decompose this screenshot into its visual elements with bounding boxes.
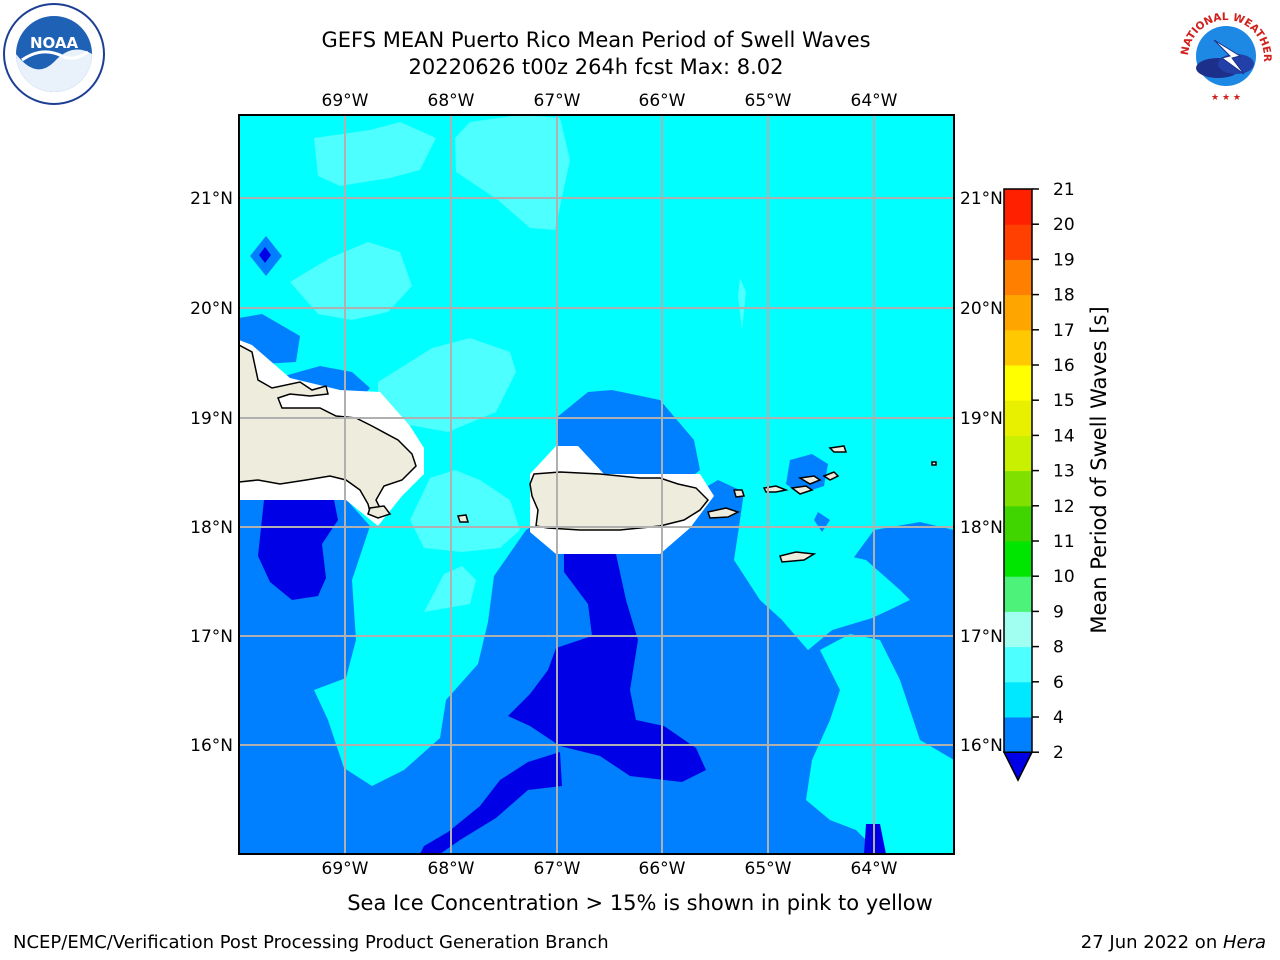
st-thomas-island [762, 485, 789, 493]
lon-label: 68°W [428, 859, 475, 879]
lat-label: 17°N [190, 627, 233, 647]
colorbar-segment [1004, 576, 1032, 612]
lon-label: 64°W [851, 859, 898, 879]
colorbar-tick-label: 20 [1053, 215, 1075, 235]
colorbar-segment [1004, 717, 1032, 753]
lat-label: 19°N [960, 409, 1003, 429]
colorbar-segment [1004, 224, 1032, 260]
lon-label: 67°W [534, 859, 581, 879]
colorbar-segment [1004, 505, 1032, 542]
tortola-island [797, 475, 822, 485]
lon-label: 65°W [745, 91, 792, 111]
st-john-island [790, 485, 814, 495]
noaa-logo: NOAA [3, 3, 105, 105]
lat-label: 19°N [190, 409, 233, 429]
lat-label: 16°N [190, 736, 233, 756]
lon-label: 69°W [322, 91, 369, 111]
lat-label: 18°N [190, 518, 233, 538]
hispaniola-landmass [239, 344, 417, 514]
colorbar-label: Mean Period of Swell Waves [s] [1087, 306, 1111, 633]
colorbar-tick-label: 13 [1053, 462, 1075, 482]
anegada-island [828, 445, 848, 453]
colorbar-segment [1004, 681, 1032, 718]
sea-ice-note: Sea Ice Concentration > 15% is shown in … [347, 891, 933, 915]
map-subtitle: 20220626 t00z 264h fcst Max: 8.02 [408, 55, 784, 79]
footer-credit: NCEP/EMC/Verification Post Processing Pr… [13, 932, 609, 953]
footer-date-text: 27 Jun 2022 on [1080, 932, 1223, 953]
puerto-rico-landmass [529, 471, 710, 531]
colorbar-segment [1004, 541, 1032, 577]
lat-label: 18°N [960, 518, 1003, 538]
colorbar-tick-label: 4 [1053, 708, 1064, 728]
lat-label: 21°N [190, 189, 233, 209]
lon-labels-top: 69°W 68°W 67°W 66°W 65°W 64°W [322, 91, 898, 111]
lat-label: 17°N [960, 627, 1003, 647]
colorbar-tick-label: 16 [1053, 356, 1075, 376]
footer-machine: Hera [1222, 932, 1266, 953]
lat-labels-right: 21°N 20°N 19°N 18°N 17°N 16°N [960, 189, 1003, 756]
colorbar-segment [1004, 259, 1032, 296]
colorbar-tick-label: 9 [1053, 602, 1064, 622]
virgin-gorda-island [822, 471, 840, 481]
lon-label: 66°W [639, 91, 686, 111]
svg-text:★ ★ ★: ★ ★ ★ [1211, 93, 1241, 103]
colorbar-segment [1004, 646, 1032, 683]
colorbar-segment [1004, 400, 1032, 436]
map-gridlines [239, 115, 954, 854]
colorbar-segment [1004, 329, 1032, 366]
st-croix-island [779, 551, 817, 563]
colorbar-tick-label: 10 [1053, 567, 1075, 587]
colorbar-extend-min [1002, 751, 1034, 782]
colorbar-segment [1004, 365, 1032, 401]
colorbar-tick-label: 18 [1053, 286, 1075, 306]
colorbar-segment [1004, 189, 1032, 225]
lon-label: 68°W [428, 91, 475, 111]
lat-label: 16°N [960, 736, 1003, 756]
colorbar: 2 4 6 8 9 10 11 12 13 14 15 16 17 18 19 20 21 [1002, 180, 1075, 782]
lon-label: 67°W [534, 91, 581, 111]
isla-mona [456, 514, 469, 523]
colorbar-segment [1004, 470, 1032, 507]
culebra-island [733, 489, 746, 498]
lat-labels-left: 21°N 20°N 19°N 18°N 17°N 16°N [190, 189, 233, 756]
sombrero-island [931, 461, 937, 466]
nws-logo: NATIONAL WEATHER SERVICE ★ ★ ★ [1174, 2, 1274, 103]
colorbar-tick-label: 15 [1053, 391, 1075, 411]
vieques-island [707, 507, 740, 519]
colorbar-tick-label: 17 [1053, 321, 1075, 341]
lat-label: 20°N [190, 299, 233, 319]
colorbar-segment [1004, 435, 1032, 472]
swell-period-field [239, 115, 954, 854]
lon-label: 65°W [745, 859, 792, 879]
map-title: GEFS MEAN Puerto Rico Mean Period of Swe… [321, 28, 871, 52]
colorbar-tick-label: 6 [1053, 673, 1064, 693]
colorbar-segment [1004, 611, 1032, 648]
land-areas [239, 344, 937, 563]
colorbar-segment [1004, 294, 1032, 331]
lon-label: 64°W [851, 91, 898, 111]
map-frame [238, 114, 955, 855]
lon-labels-bottom: 69°W 68°W 67°W 66°W 65°W 64°W [322, 859, 898, 879]
colorbar-tick-label: 8 [1053, 638, 1064, 658]
isla-de-saona [367, 505, 392, 519]
lat-label: 21°N [960, 189, 1003, 209]
colorbar-tick-label: 2 [1053, 743, 1064, 763]
footer-date: 27 Jun 2022 on Hera [1081, 932, 1266, 953]
lon-label: 66°W [639, 859, 686, 879]
colorbar-tick-label: 11 [1053, 532, 1075, 552]
lon-label: 69°W [322, 859, 369, 879]
colorbar-tick-label: 19 [1053, 250, 1075, 270]
colorbar-tick-label: 14 [1053, 426, 1075, 446]
lat-label: 20°N [960, 299, 1003, 319]
svg-text:NOAA: NOAA [30, 34, 79, 52]
colorbar-tick-label: 12 [1053, 497, 1075, 517]
colorbar-tick-label: 21 [1053, 180, 1075, 200]
